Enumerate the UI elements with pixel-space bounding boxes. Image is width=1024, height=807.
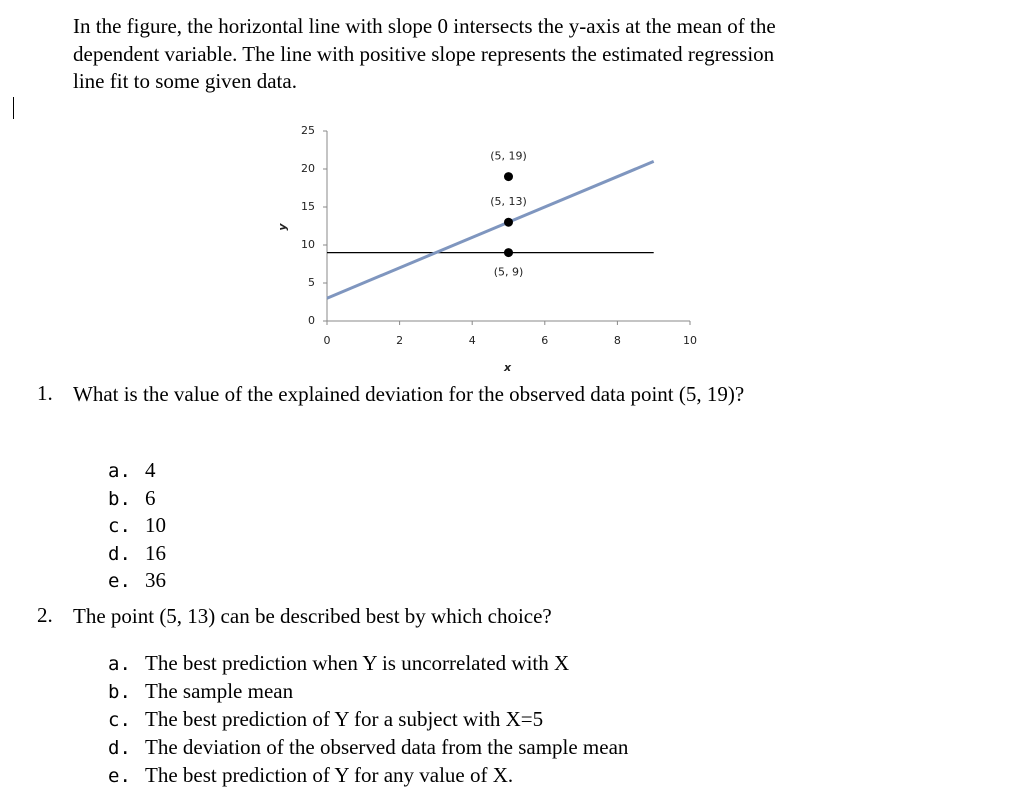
question-text: The point (5, 13) can be described best … xyxy=(73,604,552,628)
data-point xyxy=(504,248,513,258)
option-text: 10 xyxy=(145,513,166,537)
chart: 0 5 10 15 20 25 0 2 4 6 8 10 x y (5, 19) (5, 13) (5, 9) xyxy=(276,124,697,374)
y-tick-label: 20 xyxy=(301,162,315,175)
option-letter: c. xyxy=(108,515,131,537)
x-tick-label: 6 xyxy=(541,334,548,347)
intro-text: In the figure, the horizontal line with … xyxy=(73,14,776,93)
option-text: 6 xyxy=(145,486,156,510)
y-tick-label: 10 xyxy=(301,238,315,251)
y-axis-label: y xyxy=(276,223,289,231)
question-number: 2. xyxy=(37,603,53,627)
point-label: (5, 13) xyxy=(490,195,527,208)
x-axis-label: x xyxy=(503,361,512,374)
text-cursor xyxy=(13,97,14,119)
option-letter: d. xyxy=(108,737,131,759)
x-tick-label: 2 xyxy=(396,334,403,347)
option-text: The best prediction when Y is uncorrelat… xyxy=(145,651,570,675)
regression-line xyxy=(326,160,655,300)
y-tick-label: 25 xyxy=(301,124,315,137)
option-text: 36 xyxy=(145,568,166,592)
question-number: 1. xyxy=(37,381,53,405)
data-point xyxy=(504,172,513,182)
option-text: The sample mean xyxy=(145,679,294,703)
option-text: The best prediction of Y for a subject w… xyxy=(145,707,544,731)
option-letter: c. xyxy=(108,709,131,731)
option-text: 4 xyxy=(145,458,156,482)
option-letter: b. xyxy=(108,488,131,510)
point-label: (5, 9) xyxy=(494,266,524,279)
y-tick-label: 0 xyxy=(308,314,315,327)
x-tick-label: 8 xyxy=(614,334,621,347)
x-tick-label: 4 xyxy=(469,334,476,347)
option-letter: b. xyxy=(108,681,131,703)
option-text: The deviation of the observed data from … xyxy=(145,735,629,759)
option-letter: d. xyxy=(108,543,131,565)
data-point xyxy=(504,217,513,227)
option-text: The best prediction of Y for any value o… xyxy=(145,763,514,787)
point-label: (5, 19) xyxy=(490,150,527,163)
x-tick-label: 0 xyxy=(324,334,331,347)
option-letter: a. xyxy=(108,653,131,675)
x-tick-label: 10 xyxy=(683,334,697,347)
option-letter: e. xyxy=(108,570,131,592)
option-text: 16 xyxy=(145,541,166,565)
y-tick-label: 15 xyxy=(301,200,315,213)
y-tick-label: 5 xyxy=(308,276,315,289)
option-letter: a. xyxy=(108,460,131,482)
option-letter: e. xyxy=(108,765,131,787)
question-text: What is the value of the explained devia… xyxy=(73,382,745,406)
